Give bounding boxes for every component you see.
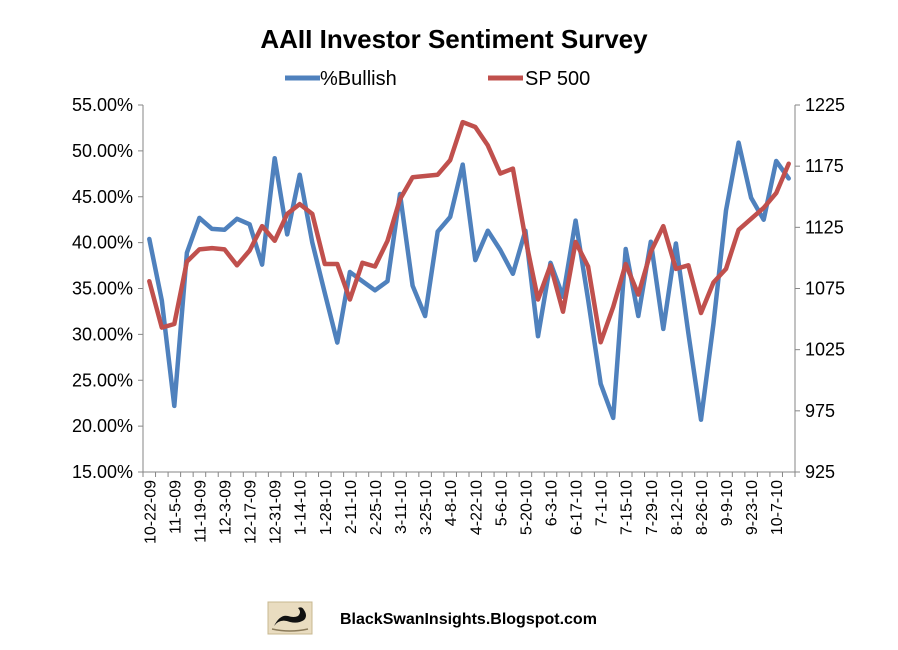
footer-text: BlackSwanInsights.Blogspot.com (340, 611, 597, 628)
x-tick-label: 4-8-10 (443, 480, 460, 526)
left-tick-label: 30.00% (72, 324, 133, 344)
x-axis-ticks: 10-22-09 11-5-09 11-19-09 12-3-09 12-17-09 12… (142, 472, 796, 544)
left-tick-label: 15.00% (72, 462, 133, 482)
left-tick-label: 35.00% (72, 279, 133, 299)
x-tick-label: 2-25-10 (368, 480, 385, 535)
right-tick-label: 1225 (805, 95, 845, 115)
right-tick-label: 1025 (805, 340, 845, 360)
x-tick-label: 5-6-10 (493, 480, 510, 526)
x-tick-label: 10-22-09 (142, 480, 159, 544)
left-tick-label: 20.00% (72, 416, 133, 436)
right-tick-label: 925 (805, 462, 835, 482)
x-tick-label: 7-29-10 (644, 480, 661, 535)
x-tick-label: 7-1-10 (594, 480, 611, 526)
x-tick-label: 11-5-09 (167, 480, 184, 534)
x-tick-label: 1-28-10 (318, 480, 335, 535)
left-tick-label: 45.00% (72, 187, 133, 207)
axes (142, 105, 796, 473)
left-tick-label: 50.00% (72, 141, 133, 161)
x-tick-label: 8-12-10 (669, 480, 686, 535)
right-tick-label: 1125 (805, 217, 844, 237)
x-tick-label: 4-22-10 (468, 480, 485, 535)
x-tick-label: 6-3-10 (544, 480, 561, 526)
left-tick-label: 25.00% (72, 370, 133, 390)
right-axis-ticks: 925 975 1025 1075 1125 1175 1225 (795, 95, 845, 482)
x-tick-label: 11-19-09 (192, 480, 209, 543)
x-tick-label: 1-14-10 (293, 480, 310, 535)
x-tick-label: 12-31-09 (268, 480, 285, 544)
x-tick-label: 8-26-10 (694, 480, 711, 535)
x-tick-label: 3-11-10 (393, 480, 410, 534)
x-tick-label: 3-25-10 (418, 480, 435, 535)
legend: %Bullish SP 500 (285, 68, 590, 90)
right-tick-label: 975 (805, 401, 835, 421)
legend-label-sp500: SP 500 (525, 68, 590, 90)
x-tick-label: 9-9-10 (719, 480, 736, 526)
x-tick-label: 9-23-10 (744, 480, 761, 535)
x-tick-label: 12-3-09 (218, 480, 235, 535)
legend-label-bullish: %Bullish (320, 68, 397, 90)
footer: BlackSwanInsights.Blogspot.com (267, 601, 597, 635)
right-tick-label: 1075 (805, 279, 845, 299)
series-line-bullish (147, 140, 791, 422)
x-tick-label: 7-15-10 (619, 480, 636, 535)
series-layer (147, 119, 791, 422)
chart-title: AAII Investor Sentiment Survey (260, 24, 648, 54)
series-line-sp500 (147, 119, 791, 345)
right-tick-label: 1175 (805, 156, 844, 176)
x-tick-label: 12-17-09 (243, 480, 260, 544)
left-tick-label: 55.00% (72, 95, 133, 115)
black-swan-icon (267, 601, 313, 635)
left-tick-label: 40.00% (72, 233, 133, 253)
x-tick-label: 2-11-10 (343, 480, 360, 534)
x-tick-label: 6-17-10 (569, 480, 586, 535)
left-axis-ticks: 15.00% 20.00% 25.00% 30.00% 35.00% 40.00% 45.0… (72, 95, 143, 482)
x-tick-label: 5-20-10 (518, 480, 535, 535)
x-tick-label: 10-7-10 (769, 480, 786, 535)
